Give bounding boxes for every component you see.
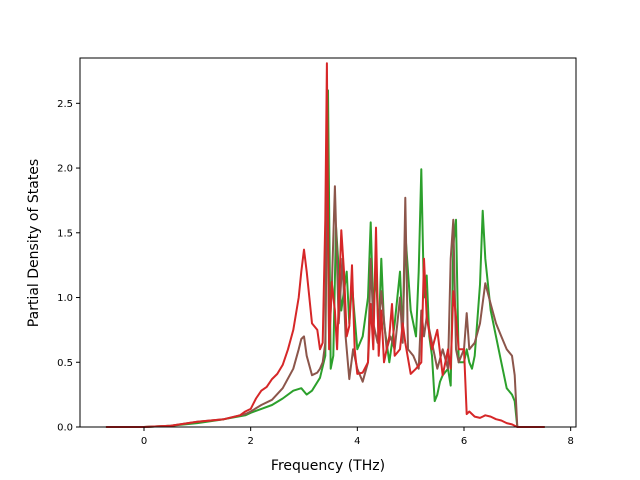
y-axis-title: Partial Density of States	[26, 159, 42, 327]
y-tick-label: 2.0	[57, 164, 73, 175]
y-tick-label: 1.0	[57, 293, 73, 304]
x-axis-ticks: 0 2 4 6 8	[141, 427, 574, 447]
y-tick-label: 1.5	[57, 228, 73, 239]
series-line-2	[105, 143, 545, 428]
series-line-3	[105, 62, 545, 428]
series-line-1	[105, 89, 545, 428]
y-tick-label: 0.0	[57, 423, 73, 434]
y-axis-ticks: 0.0 0.5 1.0 1.5 2.0 2.5	[57, 99, 80, 434]
x-tick-label: 2	[247, 436, 253, 447]
plot-frame	[79, 57, 577, 428]
y-tick-label: 2.5	[57, 99, 73, 110]
x-tick-label: 8	[567, 436, 573, 447]
x-tick-label: 0	[141, 436, 147, 447]
x-axis-title: Frequency (THz)	[271, 458, 385, 474]
x-tick-label: 4	[354, 436, 360, 447]
series-layer	[105, 62, 545, 428]
x-tick-label: 6	[461, 436, 467, 447]
y-tick-label: 0.5	[57, 358, 73, 369]
